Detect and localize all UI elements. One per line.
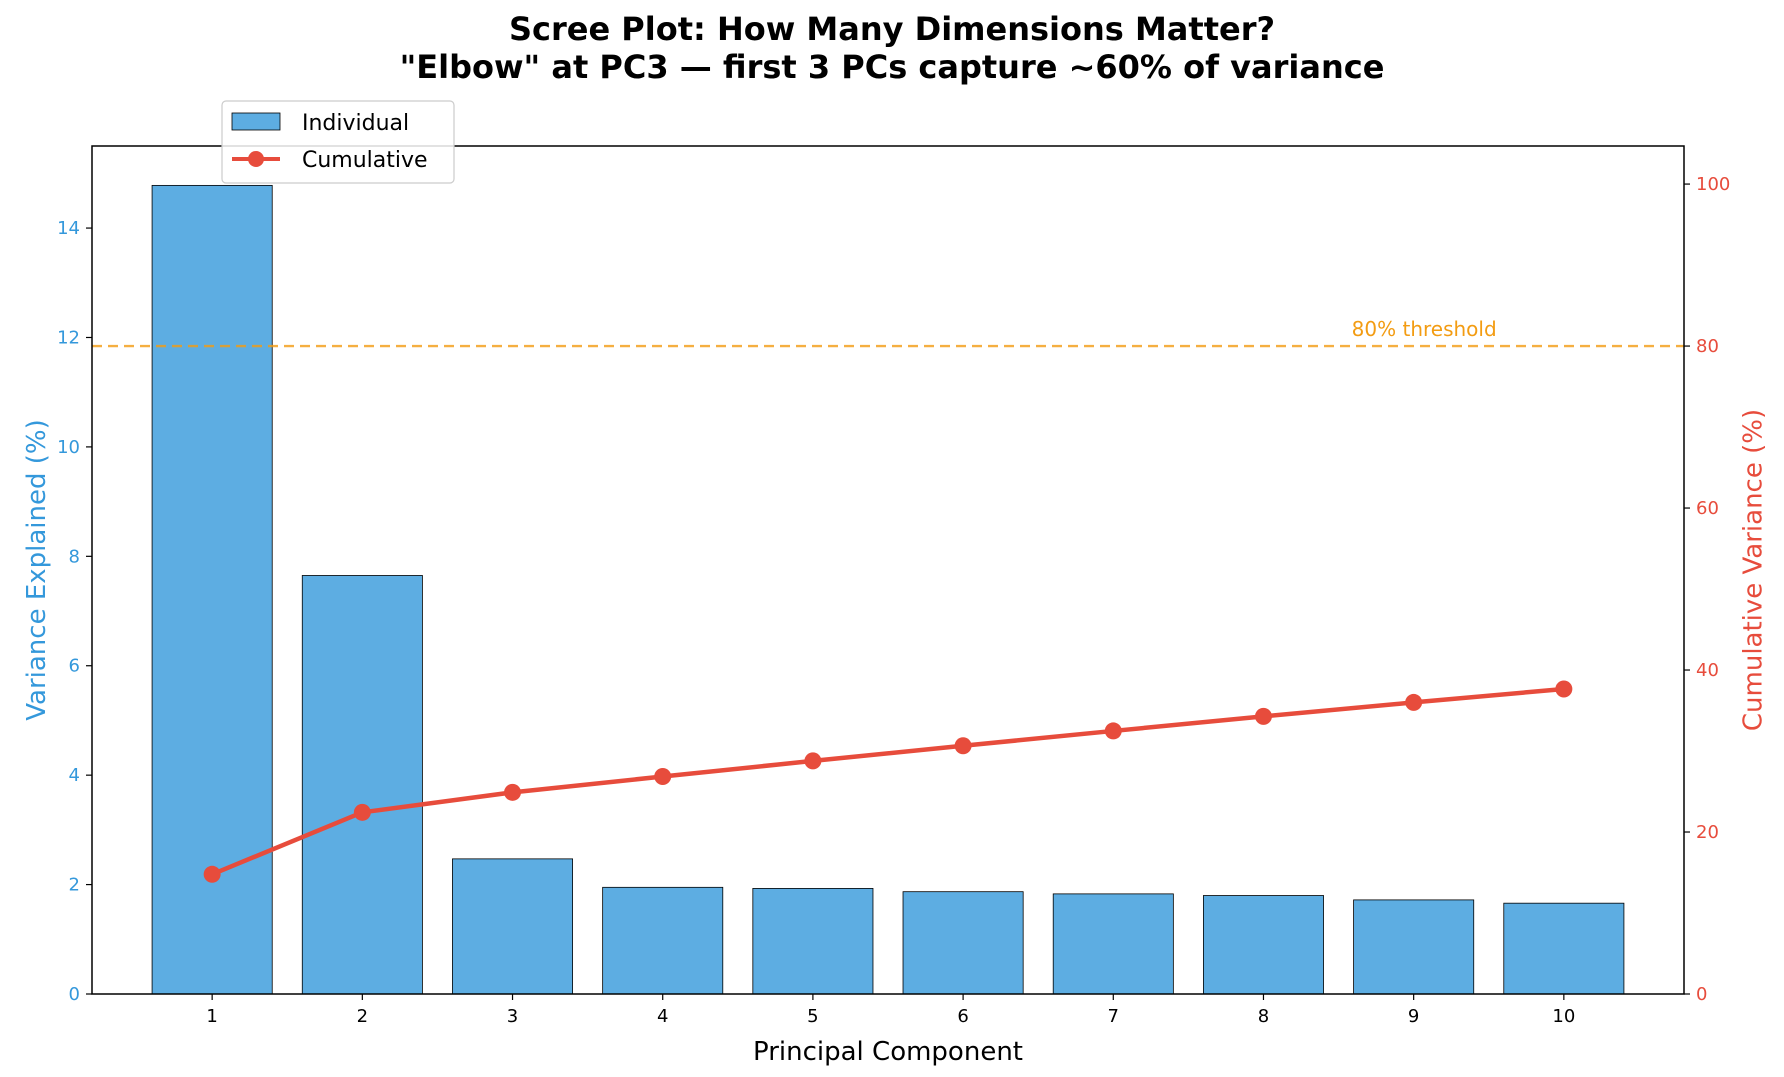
x-tick-label: 6	[957, 1006, 968, 1027]
chart-title-line1: Scree Plot: How Many Dimensions Matter?	[509, 10, 1275, 48]
cumulative-line	[209, 686, 1567, 877]
legend-label-individual: Individual	[302, 111, 409, 136]
cumulative-point-pc2	[353, 803, 371, 821]
cumulative-point-pc7	[1104, 722, 1122, 740]
bar-pc7	[1052, 893, 1174, 995]
right-y-axis-ticks: 0 20 40 60 80 100	[1684, 174, 1730, 1005]
line-series-cumulative	[203, 680, 1573, 883]
x-tick-label: 4	[657, 1006, 668, 1027]
x-tick-label: 10	[1552, 1006, 1575, 1027]
threshold-label: 80% threshold	[1352, 317, 1497, 341]
x-tick-label: 3	[507, 1006, 518, 1027]
x-axis-ticks: 1 2 3 4 5 6 7 8 9 10	[206, 994, 1575, 1027]
bar-pc4	[602, 886, 724, 995]
x-axis-label: Principal Component	[753, 1037, 1023, 1067]
cumulative-point-pc4	[654, 768, 672, 786]
right-y-tick-label: 60	[1696, 498, 1719, 519]
cumulative-point-pc8	[1254, 707, 1272, 725]
right-y-tick-label: 20	[1696, 822, 1719, 843]
left-y-tick-label: 2	[69, 875, 80, 896]
bar-pc2	[301, 575, 423, 995]
cumulative-point-pc9	[1405, 693, 1423, 711]
left-y-tick-label: 8	[69, 546, 80, 567]
x-tick-label: 5	[807, 1006, 818, 1027]
legend-swatch-individual	[231, 112, 281, 131]
threshold-group: 80% threshold	[92, 317, 1684, 348]
left-y-tick-label: 12	[57, 327, 80, 348]
legend-marker-cumulative	[248, 151, 264, 167]
bar-pc8	[1202, 895, 1324, 995]
cumulative-point-pc1	[203, 865, 221, 883]
chart-legend: Individual Cumulative	[221, 100, 455, 184]
x-tick-label: 2	[357, 1006, 368, 1027]
x-tick-label: 9	[1408, 1006, 1419, 1027]
cumulative-point-pc6	[954, 737, 972, 755]
cumulative-point-pc5	[804, 752, 822, 770]
right-y-tick-label: 100	[1696, 174, 1730, 195]
x-tick-label: 7	[1108, 1006, 1119, 1027]
right-y-axis-label: Cumulative Variance (%)	[1738, 409, 1768, 731]
right-y-tick-label: 80	[1696, 336, 1719, 357]
left-y-axis-ticks: 0 2 4 6 8 10 12 14	[57, 218, 92, 1005]
bar-pc5	[752, 888, 874, 995]
bar-pc6	[902, 891, 1024, 995]
bar-pc10	[1503, 902, 1625, 995]
right-y-tick-label: 40	[1696, 660, 1719, 681]
left-y-tick-label: 0	[69, 984, 80, 1005]
left-y-tick-label: 6	[69, 656, 80, 677]
cumulative-point-pc10	[1555, 680, 1573, 698]
x-tick-label: 1	[206, 1006, 217, 1027]
bar-series-individual	[151, 184, 1625, 995]
left-y-axis-label: Variance Explained (%)	[22, 419, 52, 721]
plot-area-frame	[91, 145, 1685, 995]
legend-label-cumulative: Cumulative	[302, 148, 428, 173]
x-tick-label: 8	[1258, 1006, 1269, 1027]
cumulative-point-pc3	[504, 783, 522, 801]
bar-pc9	[1353, 899, 1475, 995]
chart-title-line2: "Elbow" at PC3 — first 3 PCs capture ~60…	[400, 48, 1385, 86]
left-y-tick-label: 14	[57, 218, 80, 239]
left-y-tick-label: 4	[69, 765, 80, 786]
bar-pc3	[452, 858, 574, 995]
left-y-tick-label: 10	[57, 437, 80, 458]
right-y-tick-label: 0	[1696, 984, 1707, 1005]
